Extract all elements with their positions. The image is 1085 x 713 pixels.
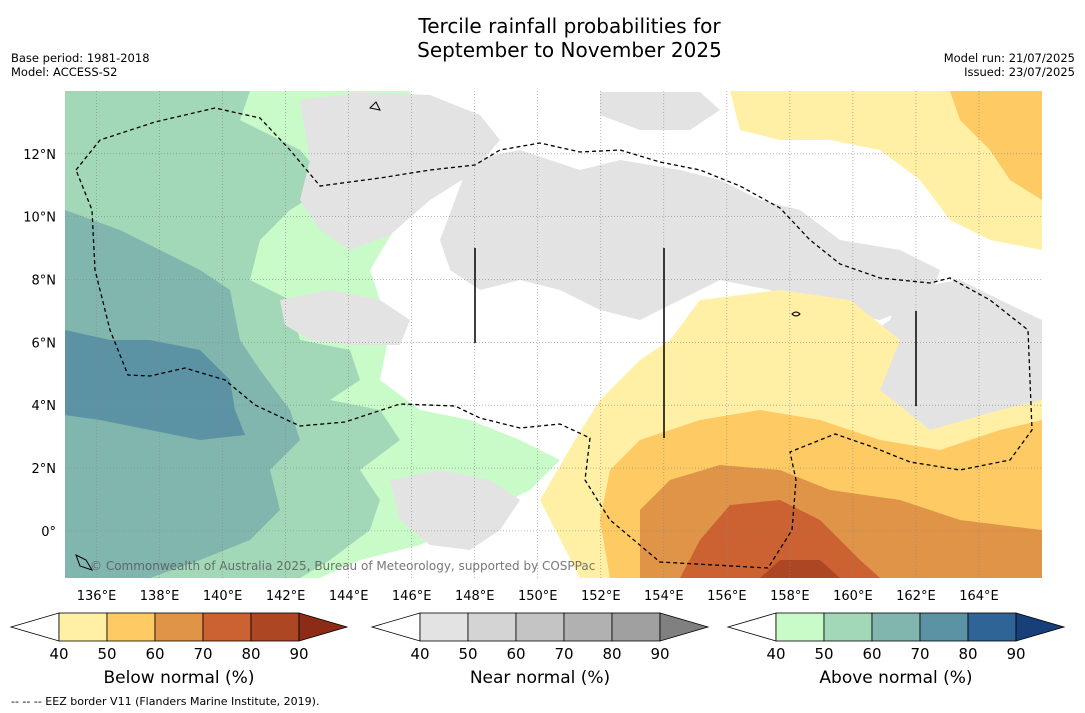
lon-tick-label: 158°E [770,589,810,604]
colorbar-tick-label: 90 [289,645,308,663]
lon-tick-label: 162°E [896,589,936,604]
map-title: Tercile rainfall probabilities for Septe… [0,14,1085,62]
below-normal-90-region [760,560,840,578]
colorbar-tick-label: 40 [49,645,68,663]
issued-date: Issued: 23/07/2025 [964,65,1075,79]
colorbar-tick-label: 60 [145,645,164,663]
colorbar-tick-label: 70 [910,645,929,663]
colorbar-segment [563,612,613,642]
title-line-2: September to November 2025 [417,38,722,62]
lon-tick-label: 148°E [455,589,495,604]
colorbar-extend-high [1015,612,1066,642]
colorbar-segment [871,612,921,642]
title-line-1: Tercile rainfall probabilities for [418,14,721,38]
lon-tick-label: 164°E [959,589,999,604]
lat-tick-label: 4°N [32,399,57,414]
colorbar-3: 40 50 60 70 80 90 [726,612,1066,663]
lon-tick-label: 144°E [329,589,369,604]
colorbar-segment [202,612,252,642]
colorbar-segment [250,612,300,642]
colorbar-tick-label: 70 [193,645,212,663]
colorbar-tick-label: 70 [554,645,573,663]
longitude-tick-labels: 136°E 138°E 140°E 142°E 144°E 146°E 148°E 150°E… [77,589,999,604]
colorbar-segment [515,612,565,642]
base-period: Base period: 1981-2018 [11,51,150,65]
probability-fields: © Commonwealth of Australia 2025, Bureau… [65,91,1042,578]
above-normal-80-region [65,330,245,440]
colorbar-extend-low [726,612,777,642]
colorbar-tick-label: 60 [506,645,525,663]
gridlines [65,91,1042,578]
below-normal-60-northeast [950,91,1042,200]
lat-tick-label: 0° [41,525,56,540]
near-normal-patch-south [390,470,520,550]
colorbar-2: 40 50 60 70 80 90 [370,612,710,663]
colorbar-title-2: Near normal (%) [469,668,611,688]
colorbar-segment [775,612,825,642]
lon-tick-label: 160°E [833,589,873,604]
colorbar-segment [419,612,469,642]
colorbar-extend-high [659,612,710,642]
lon-tick-label: 156°E [707,589,747,604]
near-normal-patch-north [300,92,500,250]
lon-tick-label: 154°E [644,589,684,604]
model-name: Model: ACCESS-S2 [11,65,118,79]
lon-tick-label: 140°E [203,589,243,604]
colorbar-segment [58,612,108,642]
colorbar-segment [611,612,661,642]
colorbar-tick-label: 80 [602,645,621,663]
below-normal-80-region [680,500,880,578]
colorbar-title-3: Above normal (%) [819,668,973,688]
copyright-watermark: © Commonwealth of Australia 2025, Bureau… [90,559,595,573]
colorbar-extend-high [298,612,349,642]
model-info: Base period: 1981-2018 Model: ACCESS-S2 [11,51,150,79]
island-outline-3 [75,553,94,571]
colorbar-extend-low [9,612,60,642]
colorbar-tick-label: 50 [97,645,116,663]
colorbar-tick-label: 50 [814,645,833,663]
colorbar-tick-label: 40 [410,645,429,663]
lon-tick-label: 150°E [518,589,558,604]
colorbar-segment [919,612,969,642]
colorbar-segment [154,612,204,642]
below-normal-50-northeast [730,91,1042,250]
model-run-date: Model run: 21/07/2025 [943,51,1075,65]
colorbar-segment [467,612,517,642]
colorbar-segment [106,612,156,642]
near-normal-patch-top [600,92,720,130]
colorbars: 40 50 60 70 80 90 40 50 60 70 80 90 40 50 60 70 80 90 [9,612,1066,663]
lat-tick-label: 10°N [23,211,56,226]
near-normal-patch-center [440,150,940,320]
run-info: Model run: 21/07/2025 Issued: 23/07/2025 [944,51,1075,79]
colorbar-segment [967,612,1017,642]
colorbar-tick-label: 90 [1006,645,1025,663]
colorbar-extend-low [370,612,421,642]
colorbar-tick-label: 60 [862,645,881,663]
colorbar-tick-label: 50 [458,645,477,663]
lat-tick-label: 8°N [32,274,57,289]
colorbar-tick-label: 80 [958,645,977,663]
eez-footnote: -- -- -- EEZ border V11 (Flanders Marine… [11,695,320,708]
island-outline-2 [791,311,801,317]
near-normal-patch-mid-west [280,290,410,345]
colorbar-1: 40 50 60 70 80 90 [9,612,349,663]
lat-tick-label: 6°N [32,336,57,351]
lon-tick-label: 142°E [266,589,306,604]
latitude-tick-labels: 0° 2°N 4°N 6°N 8°N 10°N 12°N [23,148,56,540]
lon-tick-label: 138°E [140,589,180,604]
island-outline [368,101,381,111]
colorbar-tick-label: 40 [766,645,785,663]
lat-tick-label: 2°N [32,462,57,477]
colorbar-tick-label: 80 [241,645,260,663]
colorbar-tick-label: 90 [650,645,669,663]
lon-tick-label: 152°E [581,589,621,604]
lon-tick-label: 146°E [392,589,432,604]
lat-tick-label: 12°N [23,148,56,163]
eez-border [75,107,1033,569]
lon-tick-label: 136°E [77,589,117,604]
colorbar-segment [823,612,873,642]
colorbar-title-1: Below normal (%) [103,668,255,688]
